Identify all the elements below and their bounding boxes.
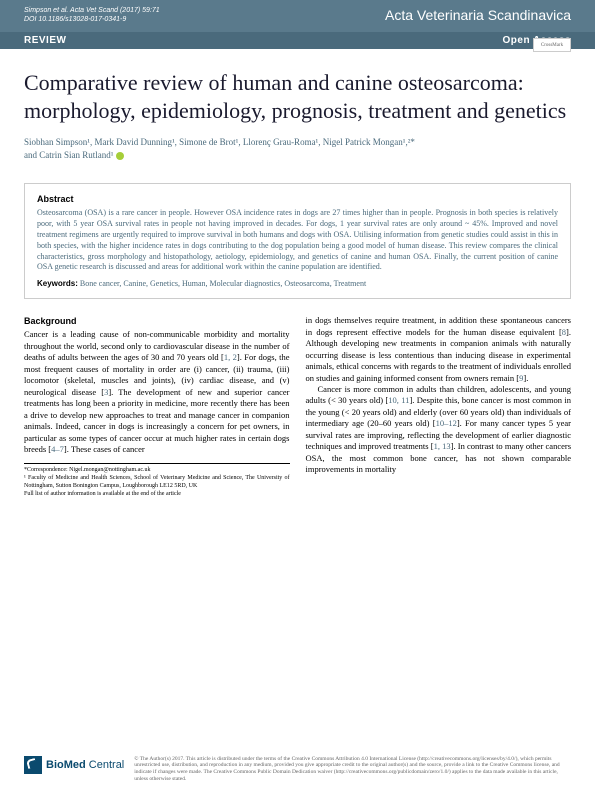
review-bar: REVIEW Open Access [0, 32, 595, 49]
correspondence-note: Full list of author information is avail… [24, 491, 290, 499]
citation-ref[interactable]: 10–12 [436, 418, 457, 428]
crossmark-badge[interactable]: CrossMark [533, 38, 571, 52]
citation-block: Simpson et al. Acta Vet Scand (2017) 59:… [24, 6, 160, 24]
background-heading: Background [24, 315, 290, 327]
abstract-box: Abstract Osteosarcoma (OSA) is a rare ca… [24, 183, 571, 299]
review-label: REVIEW [24, 35, 66, 46]
title-section: Comparative review of human and canine o… [0, 49, 595, 171]
keywords-label: Keywords: [37, 279, 78, 288]
license-text: © The Author(s) 2017. This article is di… [134, 756, 571, 784]
citation-ref[interactable]: 1, 13 [434, 441, 451, 451]
crossmark-text: CrossMark [541, 43, 563, 48]
journal-name: Acta Veterinaria Scandinavica [385, 7, 571, 23]
bmc-icon [24, 756, 42, 774]
paragraph: in dogs themselves require treatment, in… [306, 315, 572, 384]
orcid-icon[interactable] [116, 152, 124, 160]
paragraph: Cancer is more common in adults than chi… [306, 384, 572, 476]
keywords-text: Bone cancer, Canine, Genetics, Human, Mo… [80, 279, 366, 288]
left-column: Background Cancer is a leading cause of … [24, 315, 290, 498]
bmc-logo[interactable]: BioMed Central [24, 756, 124, 774]
citation-ref[interactable]: 10, 11 [388, 395, 409, 405]
bmc-text: BioMed Central [46, 759, 124, 771]
correspondence: *Correspondence: Nigel.mongan@nottingham… [24, 463, 290, 498]
article-title: Comparative review of human and canine o… [24, 69, 571, 124]
body-content: Background Cancer is a leading cause of … [0, 311, 595, 498]
right-column: in dogs themselves require treatment, in… [306, 315, 572, 498]
doi-text: DOI 10.1186/s13028-017-0341-9 [24, 15, 160, 24]
authors-line1: Siobhan Simpson¹, Mark David Dunning¹, S… [24, 137, 415, 147]
page-footer: BioMed Central © The Author(s) 2017. Thi… [0, 748, 595, 791]
authors-line2: and Catrin Sian Rutland¹ [24, 150, 113, 160]
paragraph: Cancer is a leading cause of non-communi… [24, 329, 290, 455]
citation-text: Simpson et al. Acta Vet Scand (2017) 59:… [24, 6, 160, 15]
abstract-text: Osteosarcoma (OSA) is a rare cancer in p… [37, 208, 558, 273]
citation-ref[interactable]: 4–7 [51, 444, 64, 454]
citation-ref[interactable]: 1, 2 [224, 352, 237, 362]
journal-header: Simpson et al. Acta Vet Scand (2017) 59:… [0, 0, 595, 32]
keywords: Keywords: Bone cancer, Canine, Genetics,… [37, 279, 558, 288]
correspondence-affiliation: ¹ Faculty of Medicine and Health Science… [24, 475, 290, 491]
authors: Siobhan Simpson¹, Mark David Dunning¹, S… [24, 136, 571, 161]
abstract-heading: Abstract [37, 194, 558, 204]
